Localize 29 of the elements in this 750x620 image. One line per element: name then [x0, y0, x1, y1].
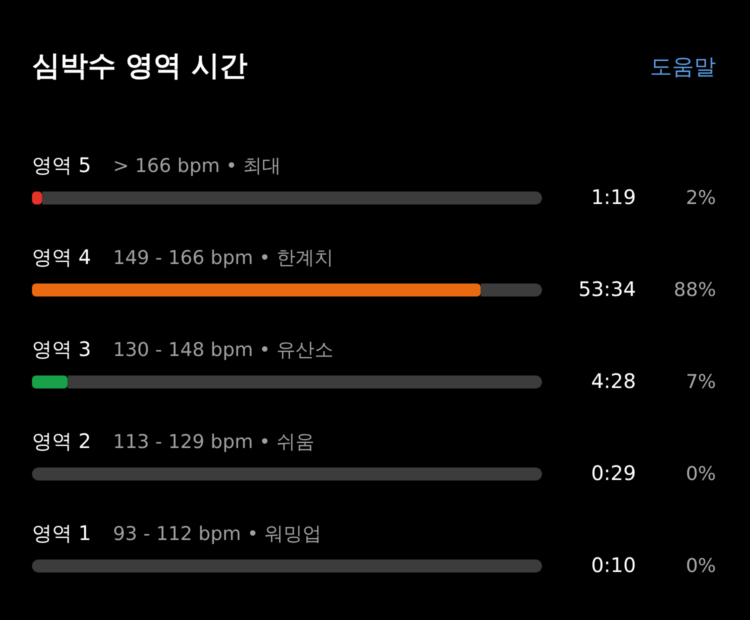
chart-title: 심박수 영역 시간: [32, 49, 248, 82]
annotation: 130 - 148 bpm • 유산소: [113, 339, 334, 361]
data-label: 88%: [674, 279, 716, 301]
text: 도움말: [650, 55, 716, 80]
annotation: 93 - 112 bpm • 워밍업: [113, 523, 322, 545]
text: 53:34: [578, 277, 636, 301]
data-label: 7%: [686, 371, 716, 393]
annotation: > 166 bpm • 최대: [113, 155, 282, 177]
text: 4:28: [591, 369, 636, 393]
bar: [42, 192, 542, 204]
bar: [32, 284, 481, 296]
text: 1:19: [591, 185, 636, 209]
text: 0:29: [591, 461, 636, 485]
bar: [480, 284, 542, 296]
bar: [32, 376, 68, 388]
data-label: 2%: [686, 187, 716, 209]
y-tick-label: 영역 3: [32, 337, 92, 361]
data-label: 0%: [686, 463, 716, 485]
annotation: 113 - 129 bpm • 쉬움: [113, 431, 314, 453]
y-tick-label: 영역 5: [32, 153, 92, 177]
data-label: 0%: [686, 555, 716, 577]
bar: [32, 468, 542, 480]
y-tick-label: 영역 4: [32, 245, 92, 269]
y-tick-label: 영역 1: [32, 521, 92, 545]
y-tick-label: 영역 2: [32, 429, 92, 453]
text: 0:10: [591, 553, 636, 577]
annotation: 149 - 166 bpm • 한계치: [113, 247, 334, 269]
bar: [68, 376, 542, 388]
bar: [32, 560, 542, 572]
